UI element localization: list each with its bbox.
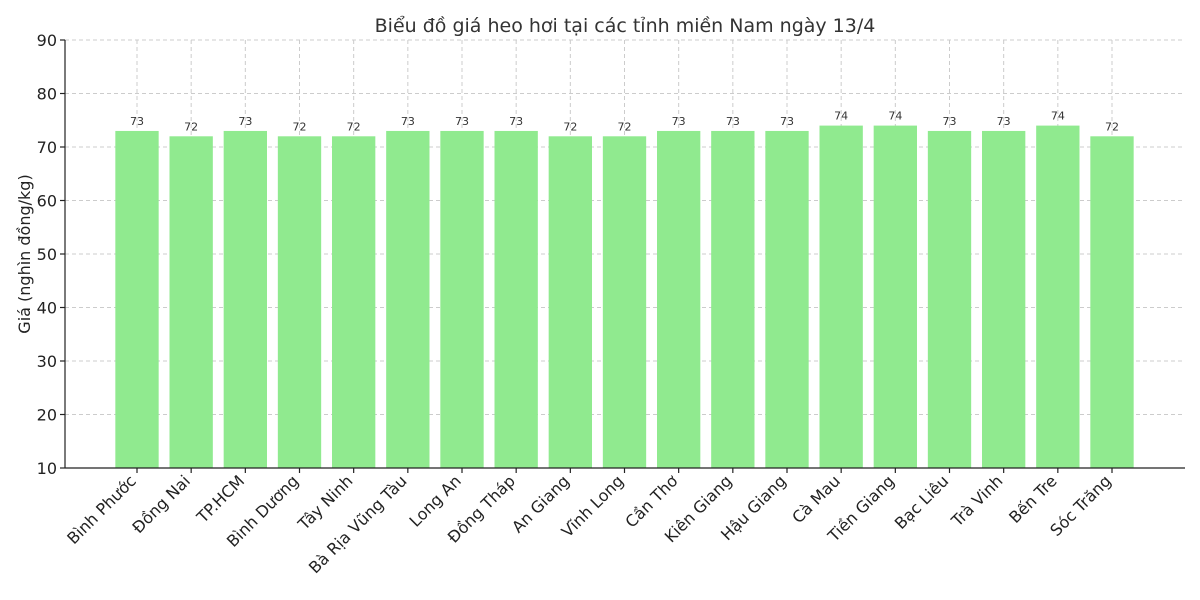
bar — [711, 130, 755, 468]
bar — [494, 130, 538, 468]
data-label: 72 — [1105, 120, 1119, 133]
bar — [440, 130, 484, 468]
y-tick-label: 40 — [37, 299, 57, 318]
bar — [873, 125, 917, 468]
bar — [223, 130, 267, 468]
y-tick-label: 80 — [37, 85, 57, 104]
bar — [332, 136, 376, 469]
x-tick-label: Bình Phước — [63, 471, 140, 548]
data-label: 73 — [943, 115, 957, 128]
bar — [982, 130, 1026, 468]
y-tick-label: 10 — [37, 459, 57, 478]
data-label: 73 — [780, 115, 794, 128]
bar — [819, 125, 863, 468]
data-label: 73 — [509, 115, 523, 128]
bar — [765, 130, 809, 468]
data-label: 73 — [130, 115, 144, 128]
data-label: 74 — [834, 110, 848, 123]
data-labels: 73 72 73 72 72 73 73 73 72 72 73 73 73 74 74 73 73 74 72 — [130, 110, 1119, 134]
y-tick-label: 50 — [37, 245, 57, 264]
bar — [115, 130, 159, 468]
y-tick-labels: 10 20 30 40 50 60 70 80 90 — [37, 31, 65, 478]
data-label: 73 — [238, 115, 252, 128]
bar — [1036, 125, 1080, 468]
bar — [386, 130, 430, 468]
y-tick-label: 60 — [37, 192, 57, 211]
x-tick-label: Bến Tre — [1005, 471, 1061, 527]
y-tick-label: 70 — [37, 138, 57, 157]
y-tick-label: 20 — [37, 406, 57, 425]
y-tick-label: 30 — [37, 352, 57, 371]
x-tick-label: Bà Rịa Vũng Tàu — [305, 471, 411, 577]
y-tick-label: 90 — [37, 31, 57, 50]
y-axis-label: Giá (nghìn đồng/kg) — [15, 174, 34, 333]
x-tick-label: Đồng Nai — [128, 471, 194, 537]
bar — [602, 136, 647, 469]
data-label: 72 — [184, 120, 198, 133]
chart-title: Biểu đồ giá heo hơi tại các tỉnh miền Na… — [375, 15, 876, 37]
bar — [657, 130, 701, 468]
data-label: 73 — [672, 115, 686, 128]
data-label: 72 — [618, 120, 632, 133]
data-label: 74 — [1051, 110, 1065, 123]
bar — [277, 136, 322, 469]
bars — [115, 125, 1134, 469]
bar — [1090, 136, 1134, 469]
data-label: 73 — [455, 115, 469, 128]
data-label: 73 — [997, 115, 1011, 128]
bar — [927, 130, 972, 468]
data-label: 73 — [401, 115, 415, 128]
bar — [548, 136, 592, 469]
data-label: 73 — [726, 115, 740, 128]
bar — [169, 136, 213, 469]
data-label: 72 — [563, 120, 577, 133]
data-label: 72 — [347, 120, 361, 133]
x-tick-label: Trà Vinh — [947, 471, 1007, 531]
x-tick-label: Cà Mau — [788, 471, 844, 527]
data-label: 74 — [888, 110, 902, 123]
data-label: 72 — [293, 120, 307, 133]
x-tick-label: TP.HCM — [192, 471, 248, 527]
x-tick-label: Bạc Liêu — [891, 471, 953, 533]
